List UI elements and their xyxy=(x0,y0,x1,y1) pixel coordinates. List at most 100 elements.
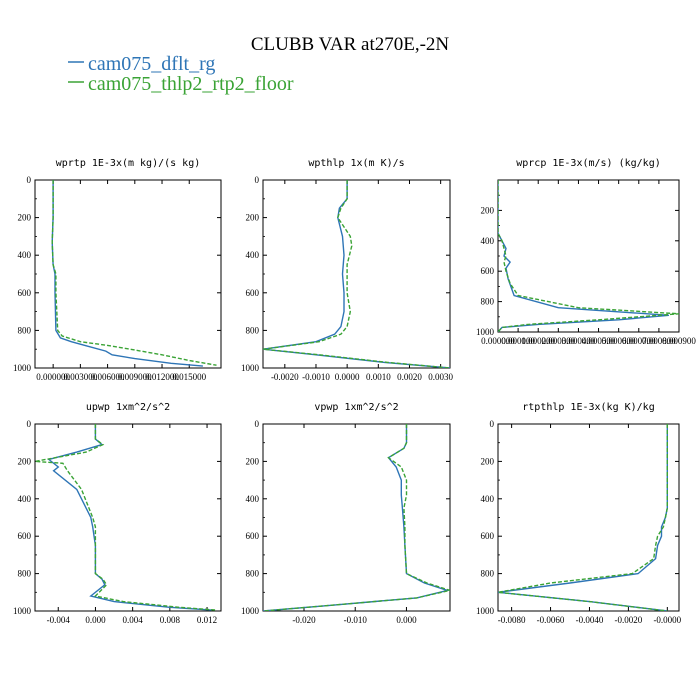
y-tick-label: 800 xyxy=(481,297,495,307)
y-tick-label: 600 xyxy=(246,288,260,298)
y-tick-label: 600 xyxy=(481,531,495,541)
y-tick-label: 400 xyxy=(246,250,260,260)
series-line-dflt xyxy=(263,424,450,611)
y-tick-label: 1000 xyxy=(241,606,260,616)
series-line-dflt xyxy=(498,180,669,332)
x-tick-label: -0.0010 xyxy=(302,372,330,382)
panel-4: upwp 1xm^2/s^2 0 200 400 600 800 1000 -0.004 0.0… xyxy=(13,402,222,625)
series-line-floor xyxy=(498,180,679,332)
x-tick-label: -0.010 xyxy=(344,615,368,625)
y-tick-label: 0 xyxy=(490,419,495,429)
plot-frame xyxy=(497,423,680,612)
x-tick-label: 0.006000 xyxy=(91,372,125,382)
x-tick-label: 0.004 xyxy=(123,615,144,625)
x-tick-label: -0.0020 xyxy=(615,615,643,625)
y-tick-label: 400 xyxy=(481,494,495,504)
y-tick-label: 200 xyxy=(481,456,495,466)
panel-3: wprcp 1E-3x(m/s) (kg/kg) 200 400 600 800 1000… xyxy=(476,158,696,346)
x-tick-label: 0.000000 xyxy=(481,336,515,346)
y-tick-label: 400 xyxy=(18,250,32,260)
legend: cam075_dflt_rg cam075_thlp2_rtp2_floor xyxy=(68,53,294,95)
x-tick-label: 0.009000 xyxy=(118,372,152,382)
panel-title: upwp 1xm^2/s^2 xyxy=(86,402,170,413)
x-tick-label: 0.0020 xyxy=(397,372,422,382)
x-tick-label: 0.015000 xyxy=(172,372,206,382)
y-tick-label: 800 xyxy=(18,569,32,579)
series-line-dflt xyxy=(47,424,212,611)
y-tick-label: 0 xyxy=(27,175,32,185)
y-tick-label: 400 xyxy=(481,236,495,246)
x-tick-label: 0.003000 xyxy=(63,372,97,382)
y-tick-label: 200 xyxy=(18,213,32,223)
series-line-dflt xyxy=(51,180,203,367)
y-tick-label: 1000 xyxy=(241,363,260,373)
panel-1: wprtp 1E-3x(m kg)/(s kg) 0 200 400 600 800 100… xyxy=(13,158,222,382)
y-tick-label: 600 xyxy=(18,288,32,298)
y-tick-label: 200 xyxy=(246,213,260,223)
x-tick-label: 0.000700 xyxy=(622,336,656,346)
panel-title: vpwp 1xm^2/s^2 xyxy=(314,402,398,413)
panel-title: wprcp 1E-3x(m/s) (kg/kg) xyxy=(516,158,661,169)
y-tick-label: 1000 xyxy=(13,363,32,373)
x-tick-label: 0.000500 xyxy=(582,336,616,346)
y-tick-label: 0 xyxy=(255,175,260,185)
series-line-floor xyxy=(51,180,217,366)
x-tick-label: -0.0040 xyxy=(576,615,604,625)
y-tick-label: 800 xyxy=(481,569,495,579)
x-tick-label: 0.000800 xyxy=(642,336,676,346)
panel-title: rtpthlp 1E-3x(kg K)/kg xyxy=(522,402,654,413)
legend-label-floor: cam075_thlp2_rtp2_floor xyxy=(88,73,294,95)
y-tick-label: 800 xyxy=(246,325,260,335)
y-tick-label: 0 xyxy=(255,419,260,429)
panel-2: wpthlp 1x(m K)/s 0 200 400 600 800 1000 -0.0020… xyxy=(241,158,454,382)
x-tick-label: 0.000100 xyxy=(501,336,535,346)
y-tick-label: 1000 xyxy=(13,606,32,616)
x-tick-label: 0.0010 xyxy=(366,372,391,382)
plot-frame xyxy=(34,423,222,612)
series-line-floor xyxy=(35,424,217,611)
figure-title: CLUBB VAR at270E,-2N xyxy=(251,34,450,55)
x-tick-label: 0.000000 xyxy=(36,372,70,382)
y-tick-label: 0 xyxy=(27,419,32,429)
x-tick-label: 0.0030 xyxy=(428,372,453,382)
y-tick-label: 400 xyxy=(246,494,260,504)
series-line-floor xyxy=(498,424,668,611)
panel-title: wprtp 1E-3x(m kg)/(s kg) xyxy=(56,158,201,169)
y-tick-label: 200 xyxy=(481,205,495,215)
y-tick-label: 800 xyxy=(18,325,32,335)
x-tick-label: 0.0000 xyxy=(335,372,360,382)
x-tick-label: -0.0000 xyxy=(653,615,681,625)
series-line-dflt xyxy=(263,180,450,368)
y-tick-label: 800 xyxy=(246,569,260,579)
y-tick-label: 600 xyxy=(246,531,260,541)
x-tick-label: 0.000600 xyxy=(602,336,636,346)
x-tick-label: 0.000 xyxy=(85,615,106,625)
legend-label-dflt: cam075_dflt_rg xyxy=(88,53,215,75)
legend-item-floor: cam075_thlp2_rtp2_floor xyxy=(68,73,294,95)
series-line-floor xyxy=(263,424,450,611)
x-tick-label: -0.004 xyxy=(47,615,71,625)
x-tick-label: 0.000400 xyxy=(562,336,596,346)
y-tick-label: 1000 xyxy=(476,327,495,337)
plot-frame xyxy=(262,423,451,612)
panels-group: wprtp 1E-3x(m kg)/(s kg) 0 200 400 600 800 100… xyxy=(13,158,696,625)
y-tick-label: 200 xyxy=(18,456,32,466)
plot-frame xyxy=(262,179,451,369)
x-tick-label: -0.0060 xyxy=(537,615,565,625)
x-tick-label: -0.0080 xyxy=(498,615,526,625)
y-tick-label: 1000 xyxy=(476,606,495,616)
panel-title: wpthlp 1x(m K)/s xyxy=(308,158,404,169)
x-tick-label: 0.000 xyxy=(396,615,417,625)
x-tick-label: 0.000900 xyxy=(662,336,696,346)
y-tick-label: 600 xyxy=(481,266,495,276)
y-tick-label: 200 xyxy=(246,456,260,466)
legend-item-dflt: cam075_dflt_rg xyxy=(68,53,215,75)
y-tick-label: 600 xyxy=(18,531,32,541)
x-tick-label: 0.012000 xyxy=(145,372,179,382)
panel-5: vpwp 1xm^2/s^2 0 200 400 600 800 1000 -0.020 -0.… xyxy=(241,402,451,625)
series-line-dflt xyxy=(498,424,668,611)
x-tick-label: -0.0020 xyxy=(271,372,299,382)
x-tick-label: 0.008 xyxy=(160,615,181,625)
panel-6: rtpthlp 1E-3x(kg K)/kg02004006008001000-… xyxy=(476,402,682,625)
